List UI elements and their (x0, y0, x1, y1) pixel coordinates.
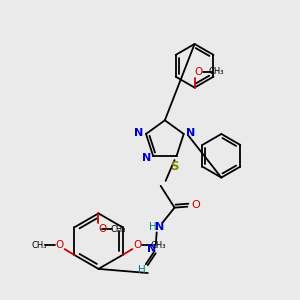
Text: N: N (147, 244, 156, 254)
Text: CH₃: CH₃ (110, 225, 126, 234)
Text: O: O (191, 200, 200, 210)
Text: N: N (142, 153, 151, 163)
Text: O: O (194, 67, 203, 77)
Text: S: S (170, 160, 179, 172)
Text: O: O (56, 240, 64, 250)
Text: H: H (138, 265, 146, 275)
Text: O: O (98, 224, 106, 234)
Text: N: N (186, 128, 195, 138)
Text: O: O (133, 240, 142, 250)
Text: CH₃: CH₃ (208, 67, 224, 76)
Text: CH₃: CH₃ (150, 241, 166, 250)
Text: H: H (149, 223, 157, 232)
Text: N: N (155, 223, 164, 232)
Text: N: N (134, 128, 144, 138)
Text: CH₃: CH₃ (31, 241, 46, 250)
